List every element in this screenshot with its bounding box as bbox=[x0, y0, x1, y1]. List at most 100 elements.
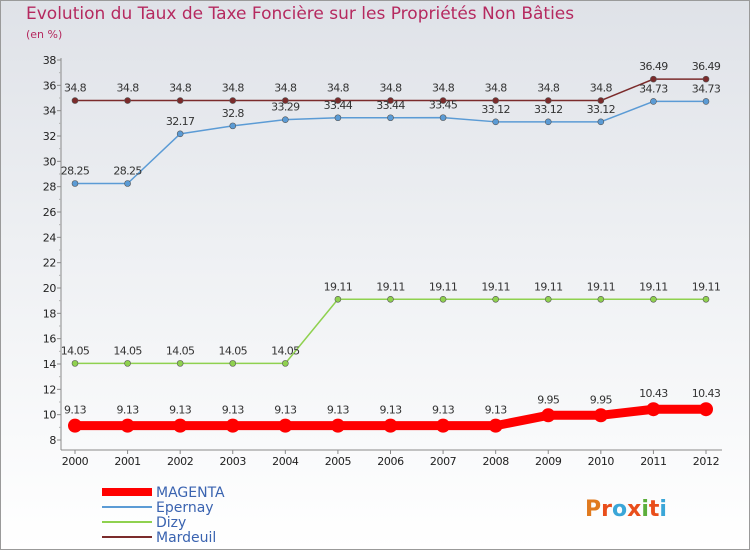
data-label-magenta: 9.13 bbox=[379, 404, 402, 417]
point-dizy bbox=[650, 295, 657, 303]
data-label-mardeuil: 34.8 bbox=[274, 82, 297, 95]
series-lines bbox=[68, 75, 713, 433]
data-label-epernay: 33.12 bbox=[587, 103, 616, 116]
y-tick-label: 32 bbox=[43, 130, 56, 143]
data-label-epernay: 32.17 bbox=[166, 115, 195, 128]
data-label-mardeuil: 34.8 bbox=[222, 82, 245, 95]
data-label-magenta: 9.13 bbox=[169, 404, 192, 417]
data-label-mardeuil: 34.8 bbox=[590, 82, 613, 95]
data-label-magenta: 9.13 bbox=[117, 404, 140, 417]
series-epernay bbox=[71, 98, 710, 187]
legend-label: Mardeuil bbox=[156, 530, 216, 546]
point-magenta bbox=[699, 402, 713, 417]
data-label-mardeuil: 34.8 bbox=[379, 82, 402, 95]
x-tick-label: 2008 bbox=[482, 455, 509, 468]
data-label-mardeuil: 34.8 bbox=[537, 82, 560, 95]
y-tick-label: 34 bbox=[43, 105, 57, 118]
y-tick-label: 18 bbox=[43, 307, 57, 320]
data-label-magenta: 9.13 bbox=[485, 404, 508, 417]
data-label-mardeuil: 34.8 bbox=[485, 82, 508, 95]
point-mardeuil bbox=[439, 97, 447, 104]
data-label-mardeuil: 34.8 bbox=[169, 82, 192, 95]
point-mardeuil bbox=[597, 97, 605, 104]
proxiti-logo: Proxiti bbox=[585, 497, 667, 522]
data-label-magenta: 9.13 bbox=[64, 404, 87, 417]
y-tick-label: 22 bbox=[43, 257, 56, 270]
x-tick-label: 2004 bbox=[272, 455, 299, 468]
axes: 8 10 12 14 16 18 20 22 24 26 28 30 32 34 36 38 2000 2001 2… bbox=[43, 54, 722, 468]
x-tick-label: 2012 bbox=[693, 455, 719, 468]
data-label-dizy: 19.11 bbox=[639, 280, 668, 293]
y-tick-label: 10 bbox=[43, 409, 57, 422]
x-tick-label: 2006 bbox=[377, 455, 404, 468]
point-mardeuil bbox=[334, 97, 342, 104]
data-label-epernay: 34.73 bbox=[639, 82, 668, 95]
point-epernay bbox=[702, 98, 710, 105]
x-tick-label: 2005 bbox=[325, 455, 352, 468]
data-label-magenta: 9.13 bbox=[274, 404, 297, 417]
x-tick-label: 2009 bbox=[535, 455, 562, 468]
data-label-epernay: 33.44 bbox=[376, 99, 405, 112]
point-magenta bbox=[120, 418, 135, 433]
y-tick-label: 28 bbox=[43, 181, 57, 194]
point-dizy bbox=[492, 295, 499, 303]
point-epernay bbox=[229, 122, 237, 130]
legend-item-epernay: Epernay bbox=[102, 500, 214, 516]
series-magenta bbox=[68, 402, 713, 433]
x-tick-label: 2007 bbox=[430, 455, 457, 468]
y-tick-label: 24 bbox=[43, 231, 57, 244]
x-tick-label: 2000 bbox=[62, 455, 89, 468]
y-tick-label: 12 bbox=[43, 383, 56, 396]
point-epernay bbox=[334, 114, 342, 122]
data-label-epernay: 33.29 bbox=[271, 101, 300, 114]
legend-label: Dizy bbox=[156, 515, 186, 531]
point-mardeuil bbox=[124, 97, 131, 104]
point-epernay bbox=[544, 118, 552, 126]
data-label-epernay: 32.8 bbox=[222, 107, 245, 120]
point-epernay bbox=[492, 118, 499, 126]
data-label-mardeuil: 36.49 bbox=[639, 60, 668, 73]
point-dizy bbox=[176, 360, 184, 367]
x-tick-label: 2010 bbox=[588, 455, 615, 468]
data-label-dizy: 19.11 bbox=[324, 280, 353, 293]
point-epernay bbox=[387, 114, 394, 122]
data-label-epernay: 34.73 bbox=[692, 82, 721, 95]
legend-item-dizy: Dizy bbox=[102, 515, 186, 531]
data-label-epernay: 28.25 bbox=[61, 165, 90, 178]
data-label-dizy: 19.11 bbox=[587, 280, 616, 293]
data-label-dizy: 19.11 bbox=[429, 280, 458, 293]
data-label-dizy: 14.05 bbox=[271, 344, 300, 357]
y-tick-label: 36 bbox=[43, 79, 57, 92]
point-dizy bbox=[282, 360, 289, 367]
data-labels: 28.25 28.25 32.17 32.8 33.29 33.44 33.44 33.45 3… bbox=[61, 60, 722, 417]
point-mardeuil bbox=[282, 97, 289, 104]
point-mardeuil bbox=[71, 97, 79, 104]
point-dizy bbox=[597, 295, 605, 303]
point-dizy bbox=[544, 295, 552, 303]
point-dizy bbox=[387, 295, 394, 303]
data-label-mardeuil: 34.8 bbox=[117, 82, 140, 95]
data-label-dizy: 19.11 bbox=[376, 280, 405, 293]
point-magenta bbox=[173, 418, 188, 433]
x-tick-label: 2001 bbox=[114, 455, 140, 468]
data-label-epernay: 33.44 bbox=[324, 99, 353, 112]
point-dizy bbox=[439, 295, 447, 303]
data-label-dizy: 19.11 bbox=[534, 280, 563, 293]
data-label-magenta: 9.95 bbox=[537, 393, 560, 406]
point-mardeuil bbox=[544, 97, 552, 104]
data-label-mardeuil: 36.49 bbox=[692, 60, 721, 73]
legend-label: MAGENTA bbox=[156, 485, 225, 501]
data-label-magenta: 9.13 bbox=[432, 404, 455, 417]
legend-item-mardeuil: Mardeuil bbox=[102, 530, 216, 546]
point-mardeuil bbox=[702, 75, 710, 83]
data-label-dizy: 14.05 bbox=[113, 344, 142, 357]
point-magenta bbox=[593, 408, 608, 423]
y-tick-label: 20 bbox=[43, 282, 57, 295]
x-tick-label: 2002 bbox=[167, 455, 193, 468]
data-label-dizy: 19.11 bbox=[481, 280, 510, 293]
point-mardeuil bbox=[492, 97, 499, 104]
data-label-magenta: 9.13 bbox=[327, 404, 350, 417]
data-label-epernay: 28.25 bbox=[113, 165, 142, 178]
point-magenta bbox=[68, 418, 82, 433]
legend-item-magenta: MAGENTA bbox=[102, 485, 225, 501]
